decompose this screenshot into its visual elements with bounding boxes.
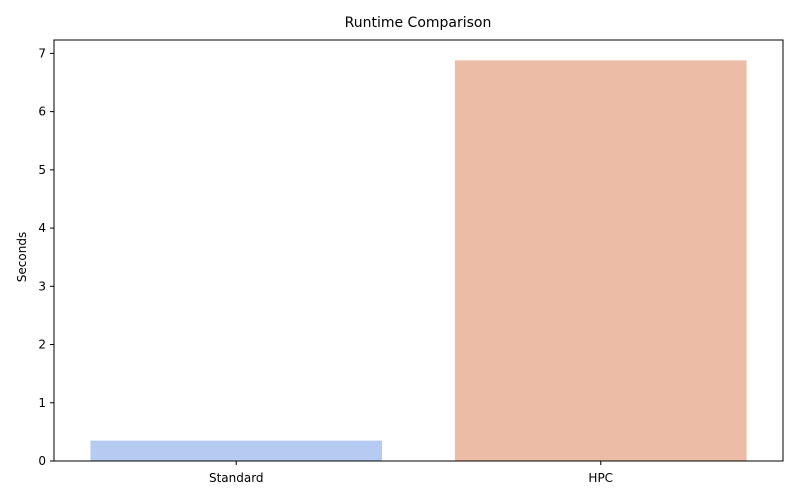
y-tick-label: 3 — [38, 279, 46, 293]
y-axis-label: Seconds — [15, 232, 29, 282]
y-tick-label: 2 — [38, 338, 46, 352]
y-tick-label: 5 — [38, 163, 46, 177]
x-tick-label: HPC — [588, 471, 613, 485]
x-tick-label: Standard — [209, 471, 264, 485]
bar-standard — [90, 440, 383, 461]
bars — [90, 60, 747, 461]
chart-title: Runtime Comparison — [345, 15, 492, 31]
plot-frame — [53, 39, 784, 462]
y-axis-ticks: 0 1 2 3 4 5 6 7 — [38, 46, 54, 468]
y-tick-label: 7 — [38, 46, 46, 60]
y-tick-label: 6 — [38, 105, 46, 119]
bar-hpc — [454, 60, 747, 461]
x-axis-ticks: Standard HPC — [209, 461, 613, 485]
y-tick-label: 4 — [38, 221, 46, 235]
y-tick-label: 0 — [38, 454, 46, 468]
y-tick-label: 1 — [38, 396, 46, 410]
